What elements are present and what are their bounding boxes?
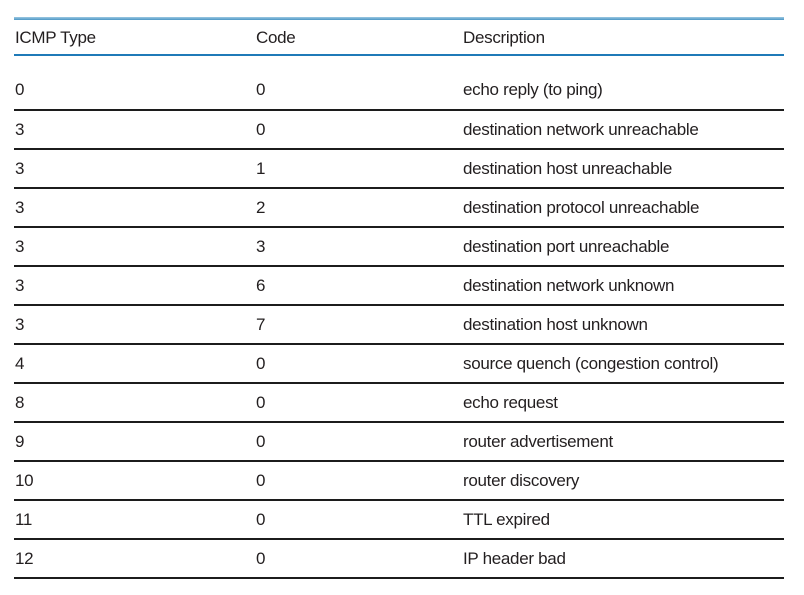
cell-description: destination port unreachable	[463, 237, 670, 256]
cell-code: 0	[256, 432, 266, 451]
cell-icmp-type: 11	[15, 510, 33, 529]
cell-description: IP header bad	[463, 549, 566, 568]
table-top-rule	[14, 17, 784, 20]
cell-description: echo request	[463, 393, 558, 412]
cell-code: 2	[256, 198, 266, 217]
cell-icmp-type: 3	[15, 198, 25, 217]
cell-icmp-type: 12	[15, 549, 34, 568]
cell-description: destination network unknown	[463, 276, 675, 295]
table-row: 9 0 router advertisement	[14, 423, 784, 462]
icmp-types-table: ICMP Type Code Description 0 0 echo repl…	[14, 17, 784, 579]
cell-code: 0	[256, 120, 266, 139]
table-row: 3 7 destination host unknown	[14, 306, 784, 345]
cell-description: TTL expired	[463, 510, 550, 529]
table-row: 0 0 echo reply (to ping)	[14, 56, 784, 111]
table-row: 4 0 source quench (congestion control)	[14, 345, 784, 384]
cell-icmp-type: 9	[15, 432, 25, 451]
cell-icmp-type: 3	[15, 120, 25, 139]
cell-icmp-type: 3	[15, 276, 25, 295]
cell-icmp-type: 3	[15, 237, 25, 256]
cell-icmp-type: 8	[15, 393, 25, 412]
cell-code: 3	[256, 237, 266, 256]
cell-description: router advertisement	[463, 432, 613, 451]
cell-description: destination host unreachable	[463, 159, 672, 178]
cell-code: 0	[256, 80, 266, 99]
cell-code: 0	[256, 549, 266, 568]
column-header-icmp-type: ICMP Type	[15, 27, 96, 47]
table-row: 3 1 destination host unreachable	[14, 150, 784, 189]
table-row: 3 0 destination network unreachable	[14, 111, 784, 150]
cell-code: 1	[256, 159, 266, 178]
table-row: 3 6 destination network unknown	[14, 267, 784, 306]
table-row: 3 3 destination port unreachable	[14, 228, 784, 267]
table-row: 8 0 echo request	[14, 384, 784, 423]
table-row: 12 0 IP header bad	[14, 540, 784, 579]
cell-icmp-type: 0	[15, 80, 25, 99]
table-row: 10 0 router discovery	[14, 462, 784, 501]
cell-description: source quench (congestion control)	[463, 354, 719, 373]
cell-code: 0	[256, 510, 266, 529]
cell-description: echo reply (to ping)	[463, 80, 603, 99]
table-row: 11 0 TTL expired	[14, 501, 784, 540]
table-body: 0 0 echo reply (to ping) 3 0 destination…	[14, 56, 784, 579]
cell-code: 7	[256, 315, 266, 334]
cell-code: 0	[256, 393, 266, 412]
cell-icmp-type: 3	[15, 159, 25, 178]
cell-code: 0	[256, 354, 266, 373]
cell-code: 0	[256, 471, 266, 490]
cell-description: destination host unknown	[463, 315, 648, 334]
cell-icmp-type: 3	[15, 315, 25, 334]
table-header-row: ICMP Type Code Description	[14, 20, 784, 56]
table-row: 3 2 destination protocol unreachable	[14, 189, 784, 228]
cell-icmp-type: 4	[15, 354, 25, 373]
cell-icmp-type: 10	[15, 471, 34, 490]
cell-description: destination network unreachable	[463, 120, 699, 139]
cell-code: 6	[256, 276, 266, 295]
cell-description: destination protocol unreachable	[463, 198, 700, 217]
column-header-description: Description	[463, 27, 545, 47]
cell-description: router discovery	[463, 471, 580, 490]
column-header-code: Code	[256, 27, 296, 47]
